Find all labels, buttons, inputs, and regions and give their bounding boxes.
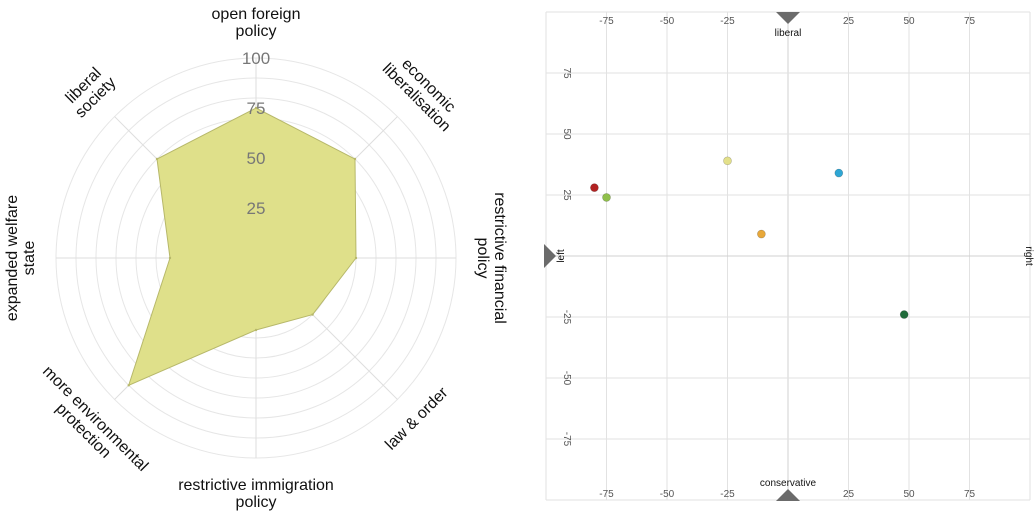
x-tick-label-top: -25 <box>720 16 735 27</box>
radar-point <box>155 157 159 161</box>
y-tick-label: 25 <box>561 189 572 201</box>
political-compass-chart: -75 -75 -50 -50 -25 -25 25 25 50 50 75 75 75 50 25 -25 -… <box>544 11 1034 501</box>
x-tick-label-top: -50 <box>660 16 675 27</box>
x-tick-label-bottom: -50 <box>660 489 675 500</box>
axis-label-bottom: conservative <box>760 478 817 489</box>
radar-point <box>354 256 358 260</box>
radar-area <box>127 107 357 387</box>
top-arrow-marker <box>776 12 800 24</box>
scatter-point <box>590 183 599 192</box>
spoke-label: restrictive financial <box>491 192 508 324</box>
spoke-label: policy <box>236 494 277 511</box>
spoke-label: policy <box>474 238 491 279</box>
x-tick-label-bottom: -25 <box>720 489 735 500</box>
radar-point <box>254 328 258 332</box>
bottom-arrow-marker <box>776 489 800 501</box>
radar-point <box>353 157 357 161</box>
x-tick-label-bottom: 25 <box>843 489 855 500</box>
y-tick-label: 50 <box>561 128 572 140</box>
radial-tick-label: 75 <box>247 99 266 118</box>
x-tick-label-top: 50 <box>903 16 915 27</box>
spoke-label: policy <box>236 23 277 40</box>
x-tick-label-bottom: 50 <box>903 489 915 500</box>
radar-point <box>311 313 314 316</box>
scatter-point <box>899 310 909 319</box>
scatter-point <box>602 193 611 202</box>
radar-point <box>254 106 258 110</box>
axis-label-top: liberal <box>775 28 802 39</box>
axis-label-right: right <box>1023 246 1034 266</box>
x-tick-label-bottom: -75 <box>599 489 614 500</box>
spoke-label: open foreign <box>212 6 301 23</box>
x-tick-label-top: 25 <box>843 16 855 27</box>
x-tick-label-top: 75 <box>964 16 976 27</box>
x-tick-label-top: -75 <box>599 16 614 27</box>
y-tick-label: -25 <box>561 310 572 325</box>
y-tick-label: -75 <box>561 432 572 447</box>
radar-point <box>168 256 172 260</box>
scatter-point <box>723 156 732 166</box>
y-tick-label: 75 <box>561 67 572 79</box>
spoke-label-group: expanded welfare state <box>4 195 38 321</box>
radial-tick-label: 25 <box>247 199 266 218</box>
spoke-label: restrictive immigration <box>178 477 334 494</box>
scatter-point <box>834 168 844 178</box>
radial-tick-label: 100 <box>242 49 270 68</box>
spoke-label: state <box>21 241 38 276</box>
x-tick-label-bottom: 75 <box>964 489 976 500</box>
spoke-label: expanded welfare <box>4 195 21 321</box>
axis-label-left: left <box>556 249 567 263</box>
scatter-point <box>757 229 766 239</box>
y-tick-label: -50 <box>561 371 572 386</box>
radial-tick-label: 50 <box>247 149 266 168</box>
left-arrow-marker <box>544 244 556 268</box>
radar-point <box>127 384 130 387</box>
